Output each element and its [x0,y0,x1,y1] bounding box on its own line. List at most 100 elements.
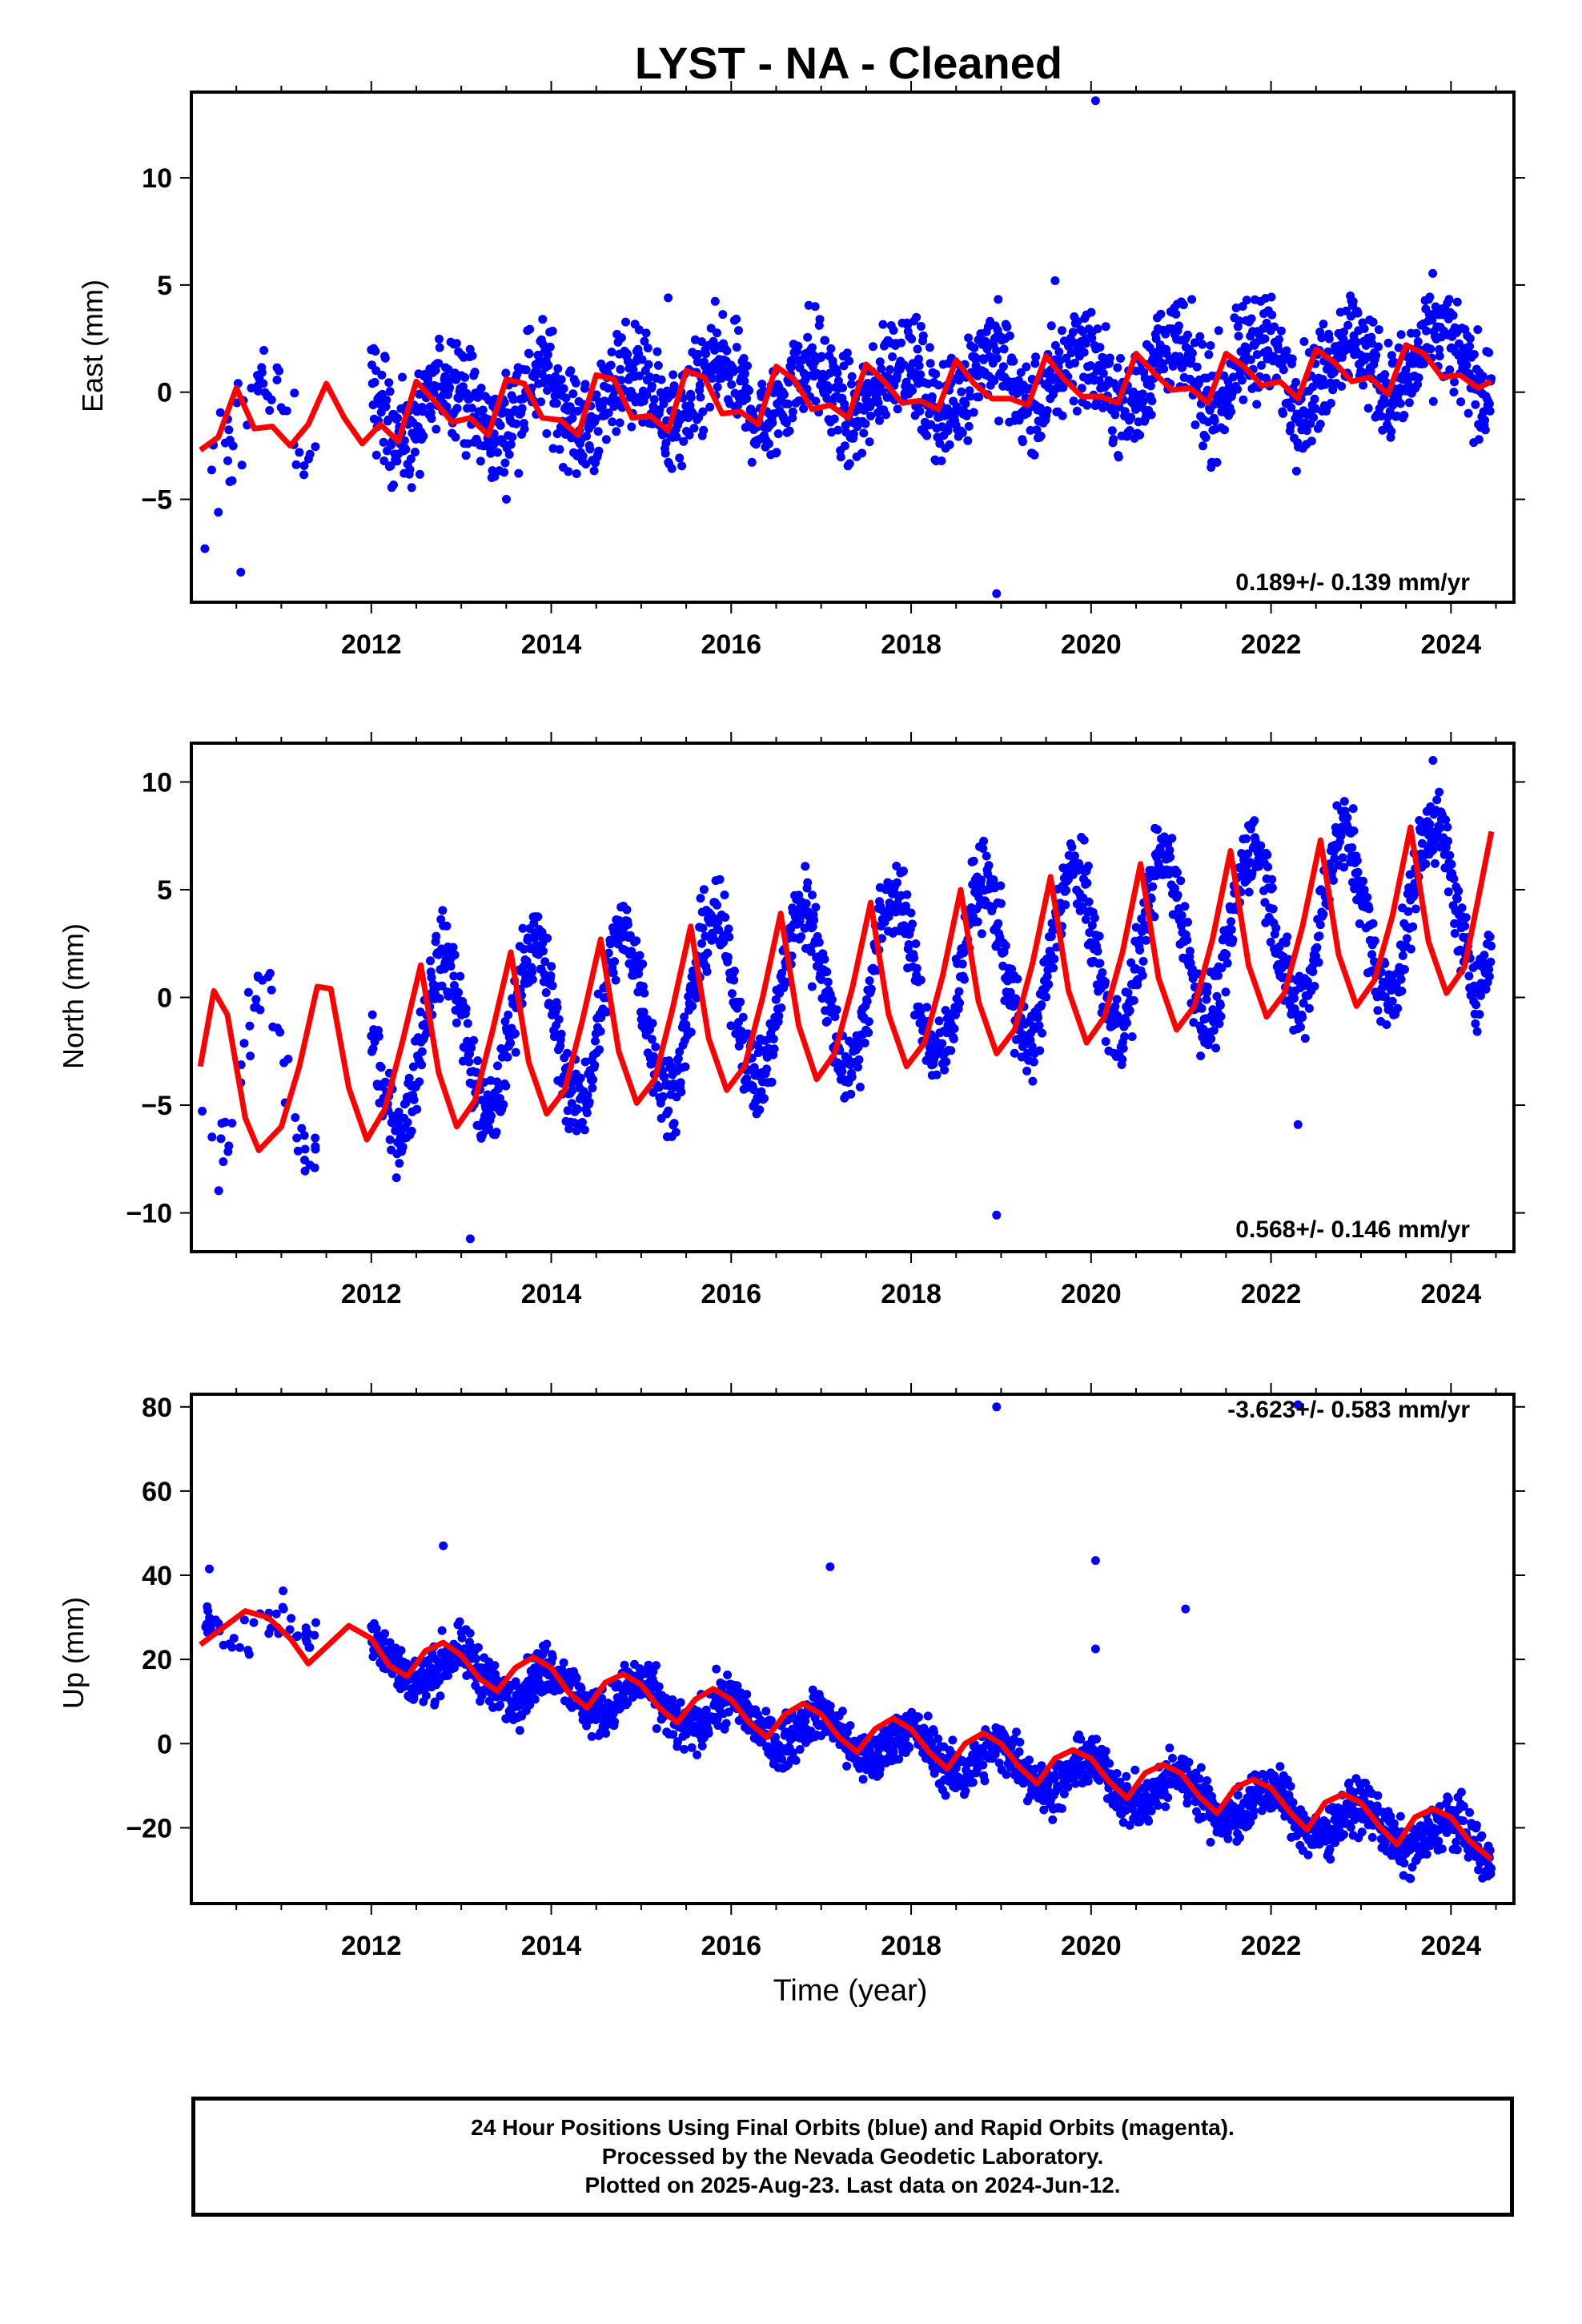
data-point [1303,426,1311,436]
data-point [1271,923,1281,933]
data-point [273,1023,282,1033]
data-point [623,1699,632,1708]
data-point [1090,96,1100,106]
data-point [1267,292,1276,302]
data-point [801,862,810,871]
data-point [701,931,710,941]
data-point [1050,955,1059,963]
data-point [511,1029,520,1039]
data-point [1397,987,1407,995]
data-point [623,920,632,929]
data-point [561,393,571,403]
data-point [1291,466,1301,476]
data-point [1126,412,1136,422]
data-point [1120,1031,1130,1041]
data-point [1300,1034,1310,1043]
x-tick-label: 2018 [881,1279,942,1309]
fit-line-east [199,342,1493,452]
data-point [1282,346,1291,356]
data-point [1270,322,1279,332]
data-point [548,326,557,336]
data-point [251,1002,261,1011]
data-point [412,1104,422,1114]
data-point [1449,874,1459,883]
data-point [1314,958,1323,967]
data-point [1067,842,1077,852]
data-point [904,940,913,949]
data-point [417,1047,427,1056]
data-point [954,987,964,996]
data-point [1347,843,1357,852]
data-point [892,862,901,870]
data-point [519,944,528,954]
data-point [1448,311,1458,320]
data-point [1204,350,1214,360]
data-point [934,380,943,390]
data-point [658,1092,668,1101]
data-point [487,1111,496,1120]
data-point [827,995,837,1004]
data-point [669,1119,679,1128]
data-point [415,469,424,479]
data-point [1252,400,1262,409]
data-point [1374,325,1383,335]
data-point [1034,1021,1044,1030]
data-point [934,1016,944,1026]
data-point [1472,1027,1482,1036]
data-point [661,448,670,458]
data-point [1081,915,1090,924]
data-point [1425,292,1435,302]
data-point [794,891,804,900]
data-point [1398,951,1407,960]
data-point [677,1088,686,1096]
data-point [1373,1006,1383,1015]
data-point [1363,893,1372,902]
data-point [608,968,618,978]
data-point [761,1707,771,1716]
data-point [301,1623,311,1633]
data-point [1257,360,1266,370]
data-point [903,320,913,330]
data-point [697,939,706,948]
data-point [1460,921,1470,931]
data-point [1116,354,1125,363]
data-point [977,929,986,939]
data-point [772,448,781,457]
data-point [1396,975,1406,984]
data-point [625,931,635,940]
data-point [508,395,518,404]
data-point [1147,396,1157,406]
data-point [1452,297,1462,307]
data-point [1030,359,1040,368]
data-point [979,836,989,846]
data-point [877,934,886,943]
data-point [1070,851,1079,861]
data-point [588,1084,597,1093]
data-point [888,352,897,361]
data-point [1338,853,1347,862]
data-point [1129,995,1138,1005]
data-point [542,1639,552,1649]
data-point [1299,337,1309,346]
data-point [203,1602,212,1611]
data-point [725,399,734,408]
data-point [610,957,620,967]
data-point [729,967,739,975]
data-point [724,924,733,934]
data-point [563,1048,572,1058]
data-point [506,1039,516,1047]
data-point [1260,334,1270,344]
data-point [502,494,511,504]
data-point [787,362,797,372]
data-point [693,357,702,367]
data-point [838,1707,847,1716]
data-point [1084,897,1094,907]
data-point [825,1701,835,1711]
data-point [1235,316,1244,326]
data-point [640,336,649,346]
data-point [1267,875,1277,884]
data-point [1368,919,1378,928]
data-point [1222,950,1231,959]
data-point [292,1133,302,1143]
data-point [1187,295,1197,304]
